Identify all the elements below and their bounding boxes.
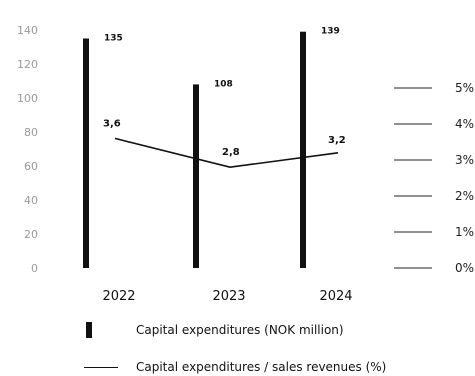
category-label: 2023 [212, 289, 245, 304]
bar-value-label: 139 [321, 27, 340, 37]
right-tick-label: 5% [455, 81, 474, 95]
right-axis-ticks: 0% 1% 2% 3% 4% 5% [394, 81, 474, 275]
left-tick-label: 60 [24, 160, 38, 173]
category-label: 2024 [319, 289, 352, 304]
left-tick-label: 20 [24, 228, 38, 241]
bar [193, 84, 199, 269]
category-labels: 2022 2023 2024 [102, 289, 352, 304]
left-tick-label: 40 [24, 194, 38, 207]
legend-line-swatch [84, 367, 118, 368]
line-value-label: 3,6 [103, 118, 121, 129]
left-tick-label: 0 [31, 262, 38, 275]
right-tick-label: 2% [455, 189, 474, 203]
line-value-label: 2,8 [222, 147, 240, 158]
bar-value-label: 135 [104, 34, 123, 44]
legend-bar-swatch [86, 322, 92, 338]
bar [83, 38, 89, 268]
left-tick-label: 100 [17, 92, 38, 105]
right-tick-label: 3% [455, 153, 474, 167]
right-tick-label: 1% [455, 225, 474, 239]
legend-item-line: Capital expenditures / sales revenues (%… [0, 360, 475, 376]
legend-line-label: Capital expenditures / sales revenues (%… [136, 360, 387, 374]
legend-bar-label: Capital expenditures (NOK million) [136, 323, 344, 337]
line-series: 3,6 2,8 3,2 [103, 118, 346, 169]
bar-value-label: 108 [214, 79, 233, 89]
left-tick-label: 120 [17, 58, 38, 71]
left-tick-label: 140 [17, 24, 38, 37]
legend-item-bar: Capital expenditures (NOK million) [0, 322, 475, 338]
left-tick-label: 80 [24, 126, 38, 139]
right-tick-label: 4% [455, 117, 474, 131]
line-value-label: 3,2 [328, 135, 346, 146]
bar-series: 135 108 139 [83, 27, 340, 269]
left-axis-ticks: 0 20 40 60 80 100 120 140 [17, 24, 38, 275]
category-label: 2022 [102, 289, 135, 304]
bar [300, 31, 306, 269]
right-tick-label: 0% [455, 261, 474, 275]
